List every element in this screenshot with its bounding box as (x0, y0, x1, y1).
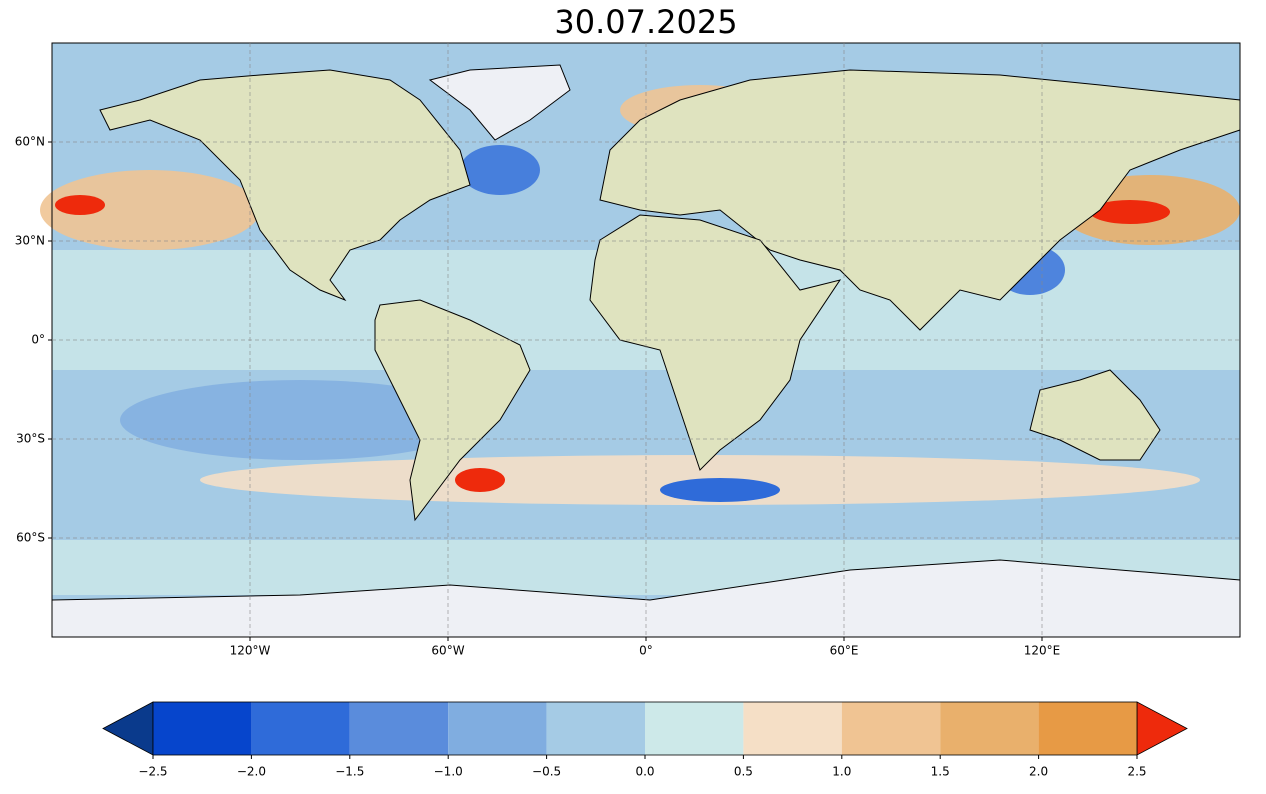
colorbar-bin (448, 702, 547, 755)
land (599, 69, 1241, 331)
y-tick-label: 30°S (16, 432, 45, 446)
x-tick-label: 120°E (1024, 644, 1061, 658)
colorbar-tick-label: −2.0 (237, 765, 266, 779)
colorbar-over (1136, 701, 1188, 756)
x-tick-label: 60°E (830, 644, 859, 658)
land (1029, 369, 1161, 461)
anomaly-blob (120, 380, 480, 460)
y-tick-label: 30°N (15, 234, 45, 248)
colorbar-bin (841, 702, 941, 755)
land (99, 69, 471, 302)
colorbar-tick-label: 1.5 (931, 765, 950, 779)
colorbar-tick-label: −2.5 (138, 765, 167, 779)
colorbar-tick-label: 1.0 (832, 765, 851, 779)
anomaly-blob (55, 195, 105, 215)
colorbar-bin (546, 702, 645, 755)
colorbar-bin (153, 702, 252, 755)
colorbar-tick-label: 0.0 (635, 765, 654, 779)
x-tick-label: 0° (639, 644, 653, 658)
land (374, 299, 531, 522)
x-tick-label: 60°W (431, 644, 464, 658)
anomaly-blob (660, 478, 780, 502)
colorbar-tick-label: −1.5 (335, 765, 364, 779)
colorbar-under (102, 701, 154, 756)
colorbar-bin (940, 702, 1039, 755)
colorbar-tick-label: −0.5 (532, 765, 561, 779)
anomaly-blob (1090, 200, 1170, 224)
colorbar-tick-label: 0.5 (734, 765, 753, 779)
y-tick-label: 0° (31, 333, 45, 347)
colorbar-bin (645, 702, 744, 755)
colorbar-bin (743, 702, 842, 755)
colorbar-bin (349, 702, 449, 755)
anomaly-blob (455, 468, 505, 492)
y-tick-label: 60°S (16, 531, 45, 545)
map-title: 30.07.2025 (554, 3, 737, 41)
land (589, 214, 842, 471)
colorbar-tick-label: −1.0 (434, 765, 463, 779)
x-tick-label: 120°W (230, 644, 271, 658)
colorbar-tick-label: 2.5 (1127, 765, 1146, 779)
anomaly-blob (40, 170, 260, 250)
colorbar-bin (251, 702, 350, 755)
colorbar-bin (1038, 702, 1137, 755)
colorbar-tick-label: 2.0 (1029, 765, 1048, 779)
y-tick-label: 60°N (15, 135, 45, 149)
anomaly-blob (460, 145, 540, 195)
land (428, 64, 571, 141)
